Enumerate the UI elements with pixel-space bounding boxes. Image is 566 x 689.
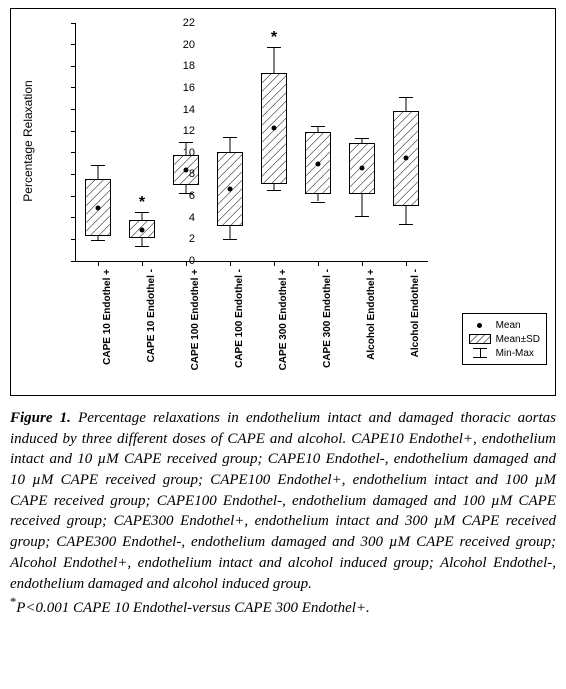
whisker-cap	[223, 137, 237, 138]
whisker-cap	[91, 240, 105, 241]
ytick-label: 6	[175, 190, 195, 202]
whisker-cap	[311, 126, 325, 127]
figure-label: Figure 1.	[10, 410, 71, 426]
legend-meansd: Mean±SD	[469, 332, 540, 346]
ytick-mark	[71, 261, 76, 262]
ytick-mark	[71, 87, 76, 88]
legend-minmax-label: Min-Max	[496, 348, 534, 359]
hatch-box-icon	[469, 334, 491, 344]
xtick-mark	[318, 261, 319, 266]
ytick-mark	[71, 23, 76, 24]
xtick-label: CAPE 10 Endothel +	[102, 269, 113, 389]
ytick-mark	[71, 66, 76, 67]
ytick-label: 2	[175, 233, 195, 245]
ytick-label: 4	[175, 212, 195, 224]
ytick-mark	[71, 109, 76, 110]
mean-dot	[96, 206, 101, 211]
whisker-cap	[223, 239, 237, 240]
whisker-cap	[267, 190, 281, 191]
xtick-label: Alcohol Endothel +	[366, 269, 377, 389]
whisker-cap	[267, 47, 281, 48]
whisker-cap	[91, 165, 105, 166]
mean-dot	[404, 156, 409, 161]
mean-dot-icon	[477, 323, 482, 328]
whisker-cap	[399, 97, 413, 98]
xtick-mark	[406, 261, 407, 266]
legend-meansd-label: Mean±SD	[496, 334, 540, 345]
hatch-icon	[470, 335, 491, 344]
caption-text: Percentage relaxations in endothelium in…	[10, 410, 556, 592]
ytick-label: 16	[175, 82, 195, 94]
ytick-label: 14	[175, 104, 195, 116]
ytick-label: 12	[175, 125, 195, 137]
ytick-label: 0	[175, 255, 195, 267]
xtick-mark	[98, 261, 99, 266]
ytick-label: 8	[175, 168, 195, 180]
legend-minmax: Min-Max	[469, 346, 540, 360]
whisker-cap	[355, 216, 369, 217]
figure-container: Percentage Relaxation CAPE 10 Endothel +…	[0, 0, 566, 619]
mean-dot	[316, 161, 321, 166]
whisker-cap	[399, 224, 413, 225]
ytick-mark	[71, 174, 76, 175]
ytick-label: 20	[175, 39, 195, 51]
xtick-mark	[142, 261, 143, 266]
whisker-cap	[179, 142, 193, 143]
ytick-mark	[71, 152, 76, 153]
ytick-mark	[71, 217, 76, 218]
mean-dot	[228, 186, 233, 191]
ytick-label: 22	[175, 17, 195, 29]
legend: Mean Mean±SD Min-Max	[462, 313, 547, 365]
footnote-text: P<0.001 CAPE 10 Endothel-versus CAPE 300…	[16, 600, 370, 616]
ytick-mark	[71, 131, 76, 132]
ytick-label: 10	[175, 147, 195, 159]
significance-star: *	[271, 29, 277, 47]
whisker-cap	[355, 138, 369, 139]
ytick-label: 18	[175, 60, 195, 72]
xtick-mark	[230, 261, 231, 266]
whisker-cap	[311, 202, 325, 203]
ytick-mark	[71, 196, 76, 197]
xtick-label: Alcohol Endothel -	[410, 269, 421, 389]
xtick-label: CAPE 100 Endothel +	[190, 269, 201, 389]
figure-caption: Figure 1. Percentage relaxations in endo…	[10, 408, 556, 619]
xtick-label: CAPE 100 Endothel -	[234, 269, 245, 389]
xtick-label: CAPE 10 Endothel -	[146, 269, 157, 389]
mean-dot	[272, 125, 277, 130]
xtick-label: CAPE 300 Endothel +	[278, 269, 289, 389]
xtick-label: CAPE 300 Endothel -	[322, 269, 333, 389]
mean-dot	[360, 165, 365, 170]
y-axis-label: Percentage Relaxation	[21, 80, 35, 201]
whisker-cap	[135, 212, 149, 213]
mean-dot	[140, 227, 145, 232]
chart-frame: Percentage Relaxation CAPE 10 Endothel +…	[10, 8, 556, 396]
legend-mean-label: Mean	[496, 320, 521, 331]
plot-area: CAPE 10 Endothel +*CAPE 10 Endothel -CAP…	[75, 23, 428, 262]
whisker-cap	[135, 246, 149, 247]
legend-mean: Mean	[469, 318, 540, 332]
xtick-mark	[274, 261, 275, 266]
whisker-icon	[469, 348, 491, 358]
ytick-mark	[71, 44, 76, 45]
significance-star: *	[139, 194, 145, 212]
ytick-mark	[71, 239, 76, 240]
xtick-mark	[362, 261, 363, 266]
caption-footnote: *P<0.001 CAPE 10 Endothel-versus CAPE 30…	[10, 600, 370, 616]
